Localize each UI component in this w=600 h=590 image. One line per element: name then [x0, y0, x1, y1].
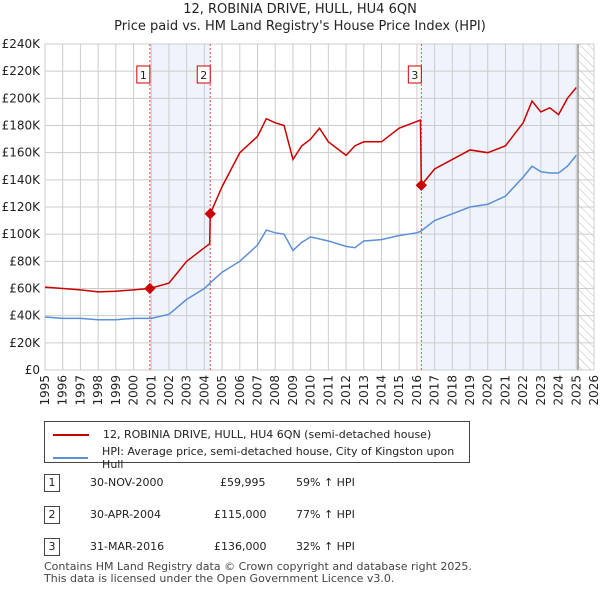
x-tick-label: 2003	[180, 375, 194, 406]
y-tick-label: £200K	[2, 91, 42, 105]
x-tick-label: 2011	[321, 375, 335, 406]
x-tick-label: 2007	[251, 375, 265, 406]
y-tick-label: £140K	[2, 173, 42, 187]
x-tick-label: 2012	[339, 375, 353, 406]
x-tick-label: 1999	[109, 375, 123, 406]
y-tick-label: £40K	[9, 309, 41, 323]
row-price: £136,000	[214, 540, 267, 553]
y-tick-label: £220K	[2, 64, 42, 78]
sale-label-box	[136, 65, 151, 84]
x-tick-label: 2010	[304, 375, 318, 406]
series-line	[44, 154, 577, 321]
y-tick-label: £60K	[9, 282, 41, 296]
sale-point	[415, 179, 427, 191]
chart: 1995 1996 1997 1998 1999 2000 2001 2002 2003 2004…	[2, 37, 600, 406]
row-num: 1	[44, 474, 60, 492]
x-tick-label: 2015	[392, 375, 406, 406]
chart-subtitle: Price paid vs. HM Land Registry's House …	[114, 19, 486, 34]
sale-label: 2	[200, 69, 207, 82]
x-tick-label: 2009	[286, 375, 300, 406]
legend-property: 12, ROBINIA DRIVE, HULL, HU4 6QN (semi-d…	[103, 428, 432, 441]
y-tick-label: £80K	[9, 254, 41, 268]
y-tick-label: £20K	[9, 336, 41, 350]
row-price: £59,995	[220, 476, 266, 489]
x-tick-label: 2000	[127, 375, 141, 406]
x-tick-label: 1996	[56, 375, 70, 406]
y-tick-label: £160K	[2, 146, 42, 160]
legend-hpi: HPI: Average price, semi-detached house,…	[102, 445, 455, 471]
sale-label-box	[407, 65, 422, 84]
y-tick-label: £240K	[2, 37, 42, 51]
legend-line-property	[53, 433, 89, 436]
x-tick-label: 2026	[587, 375, 600, 406]
x-tick-label: 2023	[534, 375, 548, 406]
x-tick-label: 2021	[498, 375, 512, 406]
x-tick-label: 2017	[428, 375, 442, 406]
footer-copyright: Contains HM Land Registry data © Crown c…	[44, 560, 472, 573]
x-tick-label: 2022	[516, 375, 530, 406]
x-tick-label: 2016	[410, 375, 424, 406]
sale-label-box	[196, 65, 211, 84]
x-tick-label: 1995	[38, 375, 52, 406]
sale-point	[144, 282, 156, 295]
row-hpi: 59% ↑ HPI	[296, 476, 355, 489]
x-tick-label: 2014	[374, 375, 388, 406]
legend-line-hpi	[53, 457, 89, 459]
sale-point	[204, 208, 216, 220]
row-date: 30-NOV-2000	[90, 476, 164, 489]
y-tick-label: £0	[25, 363, 40, 377]
row-num: 2	[44, 506, 60, 524]
x-tick-label: 2020	[481, 375, 495, 406]
row-num: 3	[44, 538, 60, 556]
x-tick-label: 1997	[73, 375, 87, 406]
x-tick-label: 2006	[233, 375, 247, 406]
x-tick-label: 2004	[197, 375, 211, 406]
x-tick-label: 2008	[268, 375, 282, 406]
legend: 12, ROBINIA DRIVE, HULL, HU4 6QN (semi-d…	[44, 421, 470, 471]
x-tick-label: 2025	[569, 375, 583, 406]
x-tick-label: 2001	[144, 375, 158, 406]
table-row: 3 31-MAR-2016 £136,000 32% ↑ HPI	[44, 538, 444, 556]
row-date: 31-MAR-2016	[90, 540, 165, 553]
sale-label: 1	[140, 69, 147, 82]
x-tick-label: 2013	[357, 375, 371, 406]
y-tick-label: £180K	[2, 119, 42, 133]
x-tick-label: 1998	[91, 375, 105, 406]
row-date: 30-APR-2004	[90, 508, 162, 521]
row-hpi: 32% ↑ HPI	[296, 540, 355, 553]
table-row: 2 30-APR-2004 £115,000 77% ↑ HPI	[44, 506, 444, 524]
x-tick-label: 2024	[552, 375, 566, 406]
series-line	[44, 86, 577, 293]
row-hpi: 77% ↑ HPI	[296, 508, 355, 521]
x-tick-label: 2002	[162, 375, 176, 406]
x-tick-label: 2019	[463, 375, 477, 406]
y-tick-label: £120K	[2, 200, 42, 214]
row-price: £115,000	[214, 508, 267, 521]
table-row: 1 30-NOV-2000 £59,995 59% ↑ HPI	[44, 474, 444, 492]
footer-licence: This data is licensed under the Open Gov…	[44, 572, 395, 585]
y-tick-label: £100K	[2, 227, 42, 241]
chart-title: 12, ROBINIA DRIVE, HULL, HU4 6QN	[183, 2, 417, 17]
x-tick-label: 2005	[215, 375, 229, 406]
sale-label: 3	[411, 69, 418, 82]
x-tick-label: 2018	[445, 375, 459, 406]
